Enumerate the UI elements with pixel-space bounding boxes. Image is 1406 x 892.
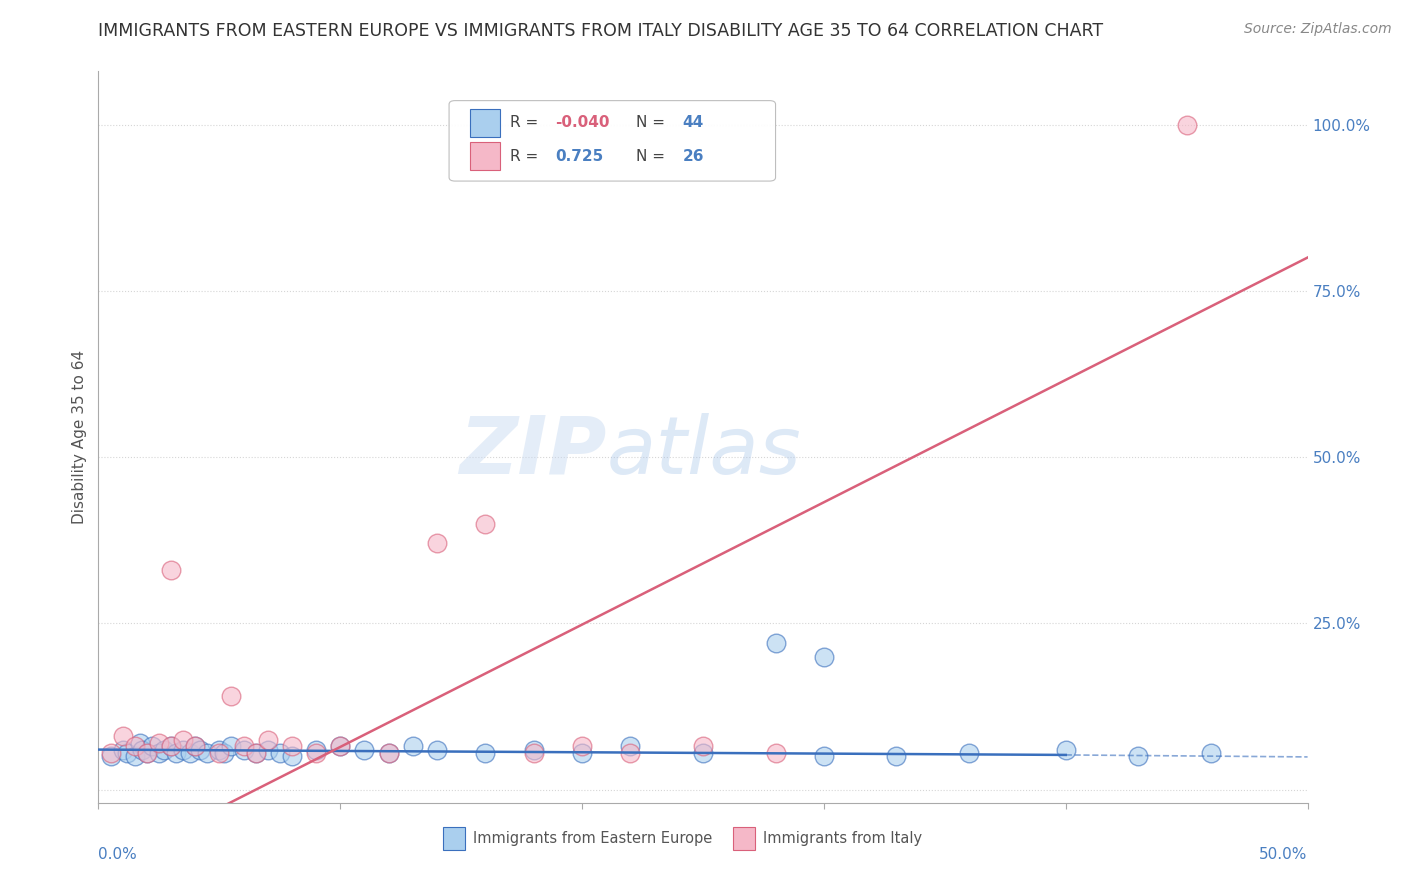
Point [172, 742, 194, 756]
Point [184, 739, 207, 754]
Point [124, 739, 146, 754]
FancyBboxPatch shape [449, 101, 776, 181]
Text: R =: R = [509, 115, 543, 130]
Y-axis label: Disability Age 35 to 64: Disability Age 35 to 64 [72, 350, 87, 524]
Point [245, 746, 267, 760]
Point [100, 746, 122, 760]
Point [111, 729, 134, 743]
Point [765, 746, 787, 760]
Point [426, 742, 449, 756]
Text: 0.725: 0.725 [555, 150, 603, 164]
Bar [734, 827, 755, 850]
Point [886, 749, 908, 764]
Text: atlas: atlas [606, 413, 801, 491]
Point [128, 736, 150, 750]
Point [571, 746, 593, 760]
Point [523, 742, 546, 756]
Point [305, 746, 328, 760]
Point [160, 739, 183, 754]
Point [692, 746, 714, 760]
Text: 0.0%: 0.0% [98, 847, 138, 862]
Point [426, 536, 449, 550]
Point [474, 516, 496, 531]
Text: -0.040: -0.040 [555, 115, 610, 130]
Point [135, 746, 157, 760]
Bar [470, 143, 501, 170]
Point [117, 746, 139, 760]
Text: N =: N = [637, 115, 671, 130]
Point [813, 749, 835, 764]
Point [208, 746, 231, 760]
Point [619, 746, 641, 760]
Bar [443, 827, 465, 850]
Point [208, 742, 231, 756]
Point [329, 739, 352, 754]
Point [1128, 749, 1150, 764]
Point [212, 746, 235, 760]
Point [377, 746, 399, 760]
Text: 50.0%: 50.0% [1260, 847, 1308, 862]
Point [160, 563, 183, 577]
Point [165, 746, 187, 760]
Point [353, 742, 375, 756]
Bar [470, 110, 501, 137]
Point [1054, 742, 1077, 756]
Point [148, 736, 170, 750]
Point [1199, 746, 1222, 760]
Point [245, 746, 267, 760]
Point [141, 739, 163, 754]
Point [160, 739, 183, 754]
Point [172, 732, 194, 747]
Text: N =: N = [637, 150, 671, 164]
Point [692, 739, 714, 754]
Point [813, 649, 835, 664]
Point [184, 739, 207, 754]
Point [269, 746, 291, 760]
Point [256, 732, 278, 747]
Point [100, 749, 122, 764]
Text: 44: 44 [682, 115, 703, 130]
Point [232, 739, 254, 754]
Point [957, 746, 980, 760]
Point [135, 746, 157, 760]
Point [281, 749, 304, 764]
Point [765, 636, 787, 650]
Point [188, 742, 211, 756]
Text: 26: 26 [682, 150, 704, 164]
Point [305, 742, 328, 756]
Point [523, 746, 546, 760]
Point [232, 742, 254, 756]
Point [1175, 118, 1198, 132]
Point [619, 739, 641, 754]
Point [124, 749, 146, 764]
Text: IMMIGRANTS FROM EASTERN EUROPE VS IMMIGRANTS FROM ITALY DISABILITY AGE 35 TO 64 : IMMIGRANTS FROM EASTERN EUROPE VS IMMIGR… [98, 22, 1104, 40]
Point [256, 742, 278, 756]
Text: R =: R = [509, 150, 547, 164]
Point [377, 746, 399, 760]
Text: ZIP: ZIP [458, 413, 606, 491]
Point [221, 690, 243, 704]
Point [131, 742, 153, 756]
Point [281, 739, 304, 754]
Point [152, 742, 174, 756]
Point [111, 742, 134, 756]
Text: Immigrants from Italy: Immigrants from Italy [763, 831, 922, 847]
Text: Source: ZipAtlas.com: Source: ZipAtlas.com [1244, 22, 1392, 37]
Point [402, 739, 425, 754]
Point [221, 739, 243, 754]
Point [179, 746, 201, 760]
Point [195, 746, 218, 760]
Point [148, 746, 170, 760]
Point [329, 739, 352, 754]
Point [474, 746, 496, 760]
Point [571, 739, 593, 754]
Text: Immigrants from Eastern Europe: Immigrants from Eastern Europe [474, 831, 713, 847]
